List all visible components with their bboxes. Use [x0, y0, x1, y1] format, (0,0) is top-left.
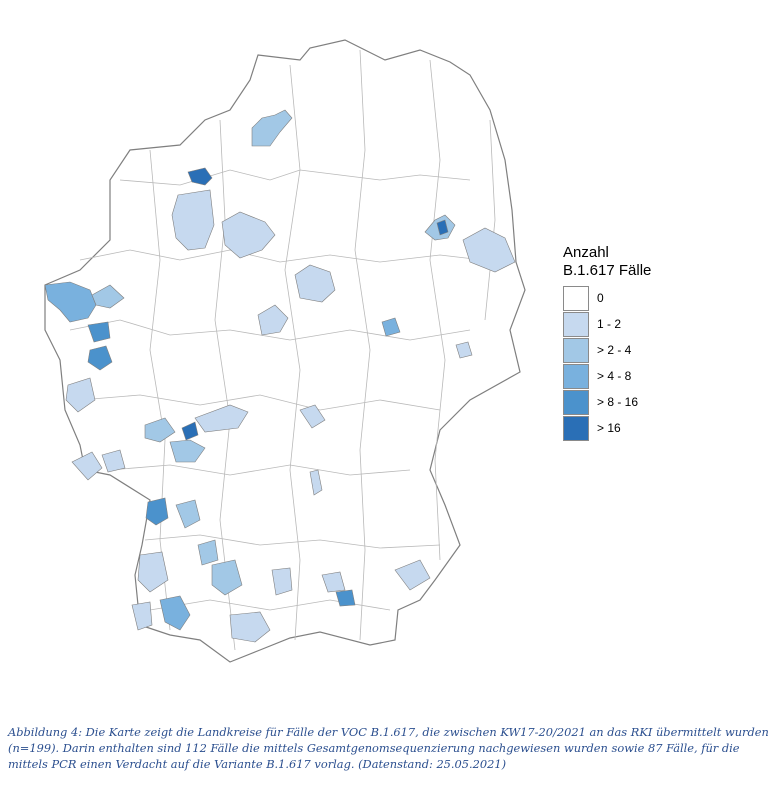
district-highlight	[175, 499, 201, 529]
legend-title-line1: Anzahl	[563, 244, 609, 261]
district-highlight	[462, 227, 516, 273]
legend-label: > 16	[597, 421, 621, 435]
district-highlight	[71, 451, 103, 481]
district-highlight	[101, 449, 126, 473]
district-highlight	[271, 567, 293, 596]
legend-swatch	[563, 285, 589, 311]
legend-item: > 4 - 8	[563, 363, 631, 389]
district-highlight	[131, 601, 153, 631]
district-highlight	[65, 377, 96, 413]
district-highlight	[44, 281, 97, 323]
district-highlight	[181, 421, 199, 441]
district-highlight	[169, 439, 206, 463]
district-highlight	[87, 321, 111, 343]
legend-item: 1 - 2	[563, 311, 621, 337]
district-highlight	[197, 539, 219, 566]
legend-label: > 4 - 8	[597, 369, 632, 383]
legend-swatch	[563, 363, 589, 389]
district-highlight	[381, 317, 401, 337]
district-highlight	[335, 589, 356, 607]
district-highlight	[257, 304, 289, 336]
legend-swatch	[563, 337, 589, 363]
district-highlight	[145, 497, 169, 526]
district-highlight	[321, 571, 346, 593]
legend-item: > 16	[563, 415, 621, 441]
germany-district-map	[44, 39, 526, 663]
district-highlight	[137, 551, 169, 593]
district-highlight	[144, 417, 176, 443]
district-highlight	[436, 219, 449, 236]
legend-label: 1 - 2	[597, 317, 622, 331]
district-highlight	[394, 559, 431, 591]
legend-item: > 2 - 4	[563, 337, 631, 363]
legend-label: > 8 - 16	[597, 395, 639, 409]
legend-title-line2: B.1.617 Fälle	[563, 262, 652, 279]
highlighted-districts	[44, 109, 516, 643]
legend-swatch	[563, 389, 589, 415]
district-highlight	[187, 167, 213, 186]
district-highlight	[221, 211, 276, 259]
legend-swatch	[563, 415, 589, 441]
district-highlight	[299, 404, 326, 429]
district-highlight	[194, 404, 249, 433]
district-highlight	[455, 341, 473, 359]
legend-item: > 8 - 16	[563, 389, 638, 415]
legend-title: Anzahl B.1.617 Fälle	[563, 244, 651, 280]
district-highlight	[309, 469, 323, 496]
legend-label: 0	[597, 291, 604, 305]
district-highlight	[159, 595, 191, 631]
legend-label: > 2 - 4	[597, 343, 632, 357]
district-highlight	[211, 559, 243, 596]
legend-swatch	[563, 311, 589, 337]
district-highlight	[229, 611, 271, 643]
district-highlight	[294, 264, 336, 303]
legend-item: 0	[563, 285, 604, 311]
district-highlight	[171, 189, 215, 251]
figure-caption: Abbildung 4: Die Karte zeigt die Landkre…	[8, 725, 769, 771]
district-highlight	[251, 109, 293, 147]
district-highlight	[87, 345, 113, 371]
district-highlight	[91, 284, 125, 309]
